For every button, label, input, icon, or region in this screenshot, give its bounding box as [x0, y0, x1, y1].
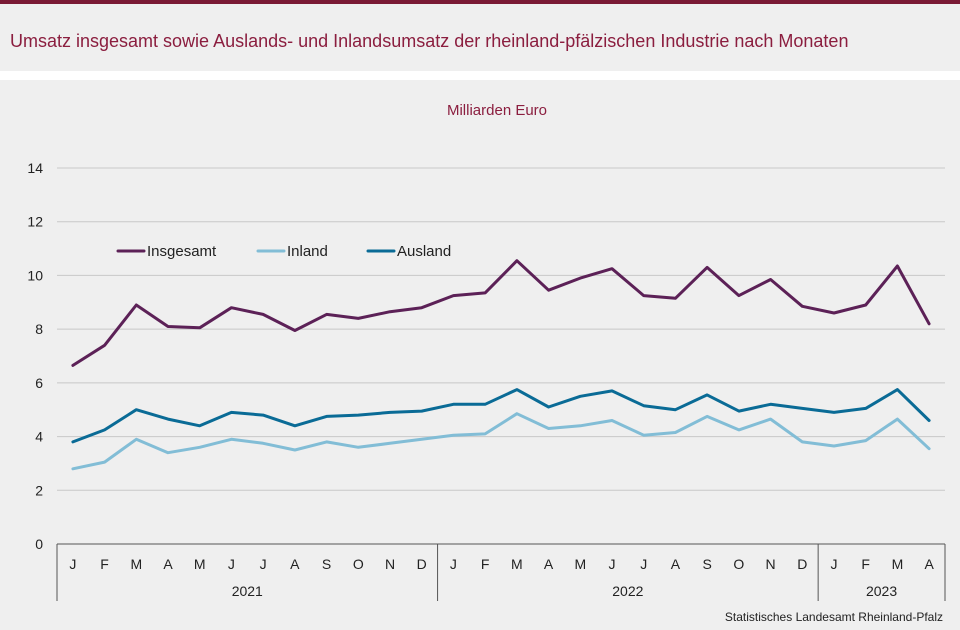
x-tick-label: F — [481, 556, 490, 572]
y-tick-label: 2 — [35, 482, 43, 498]
year-label: 2021 — [232, 583, 263, 599]
legend-label-inland: Inland — [287, 243, 328, 260]
x-tick-label: S — [702, 556, 711, 572]
x-tick-label: O — [733, 556, 744, 572]
x-tick-label: N — [385, 556, 395, 572]
x-tick-label: O — [353, 556, 364, 572]
x-tick-label: F — [100, 556, 109, 572]
x-tick-label: J — [831, 556, 838, 572]
series-line-insgesamt — [71, 259, 931, 367]
x-tick-label: A — [924, 556, 934, 572]
x-tick-label: M — [130, 556, 142, 572]
y-tick-label: 0 — [35, 536, 43, 552]
chart-title: Umsatz insgesamt sowie Auslands- und Inl… — [10, 31, 849, 51]
x-tick-label: S — [322, 556, 331, 572]
x-tick-label: D — [417, 556, 427, 572]
y-tick-label: 12 — [27, 214, 43, 230]
source-note: Statistisches Landesamt Rheinland-Pfalz — [724, 610, 943, 624]
y-tick-label: 4 — [35, 429, 43, 445]
x-tick-label: A — [544, 556, 554, 572]
x-tick-label: J — [260, 556, 267, 572]
top-accent-bar — [0, 0, 960, 4]
x-tick-label: J — [69, 556, 76, 572]
legend-label-ausland: Ausland — [397, 243, 451, 260]
header-band: Umsatz insgesamt sowie Auslands- und Inl… — [0, 4, 960, 71]
year-label: 2023 — [866, 583, 897, 599]
series-line-inland — [71, 412, 931, 471]
series-line-ausland — [71, 388, 931, 444]
x-tick-label: D — [797, 556, 807, 572]
x-tick-label: M — [892, 556, 904, 572]
x-tick-label: J — [228, 556, 235, 572]
unit-label: Milliarden Euro — [447, 102, 547, 119]
x-tick-label: M — [511, 556, 523, 572]
line-chart: Milliarden Euro 0 2 4 6 8 10 12 14 J F M A M J J A S O N D… — [27, 102, 946, 601]
x-tick-label: M — [574, 556, 586, 572]
x-tick-label: A — [163, 556, 173, 572]
chart-panel: Milliarden Euro 0 2 4 6 8 10 12 14 J F M A M J J A S O N D… — [0, 80, 960, 630]
y-tick-label: 14 — [27, 160, 43, 176]
y-tick-label: 6 — [35, 375, 43, 391]
x-tick-label: A — [290, 556, 300, 572]
y-tick-label: 10 — [27, 267, 43, 283]
x-tick-label: A — [671, 556, 681, 572]
x-tick-label: J — [640, 556, 647, 572]
x-tick-label: J — [609, 556, 616, 572]
legend-label-insgesamt: Insgesamt — [147, 243, 217, 260]
x-tick-label: M — [194, 556, 206, 572]
x-tick-label: J — [450, 556, 457, 572]
year-label: 2022 — [612, 583, 643, 599]
x-tick-label: F — [861, 556, 870, 572]
y-tick-label: 8 — [35, 321, 43, 337]
x-tick-label: N — [766, 556, 776, 572]
